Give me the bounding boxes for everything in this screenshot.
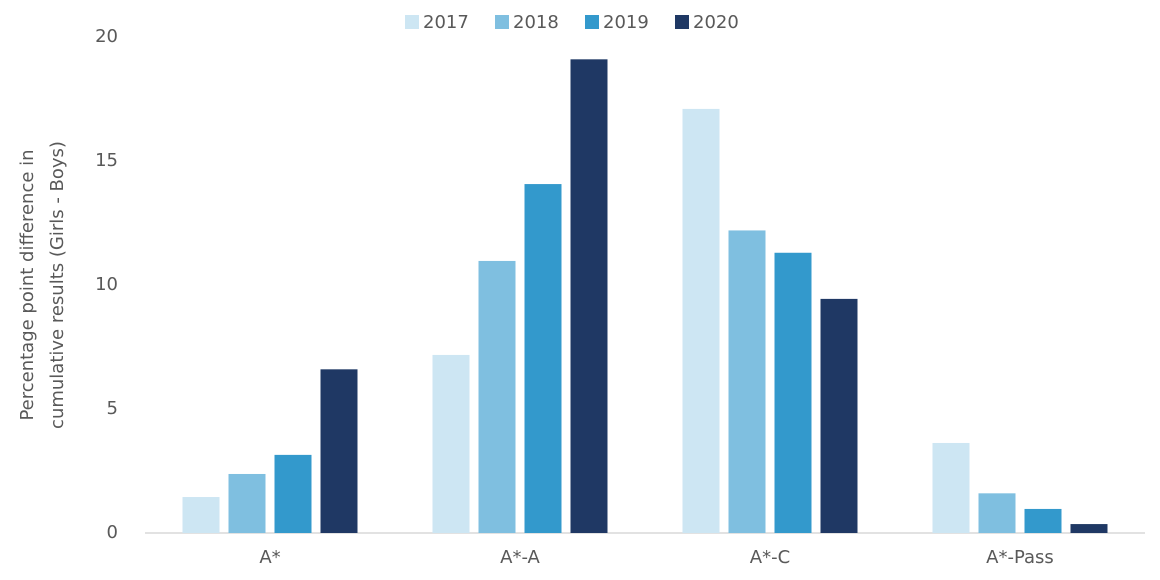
bar [774,252,812,533]
x-tick-label: A*-C [750,547,790,568]
bar [524,184,562,533]
bar [432,354,470,533]
bar [320,369,358,533]
bar [978,493,1016,533]
x-tick-label: A*-A [500,547,540,568]
y-axis-label: Percentage point difference in [17,149,38,420]
y-tick-label: 15 [95,150,118,171]
bar [570,59,608,533]
bar [1024,508,1062,533]
x-tick-label: A* [259,547,280,568]
bar [682,108,720,534]
legend-swatch [585,15,599,29]
legend-label: 2020 [693,12,739,33]
bar [274,454,312,533]
y-tick-label: 20 [95,26,118,47]
legend-swatch [495,15,509,29]
legend-swatch [675,15,689,29]
bar [932,442,970,533]
y-axis-label: cumulative results (Girls - Boys) [47,141,68,429]
y-tick-label: 5 [107,398,118,419]
y-tick-label: 0 [107,522,118,543]
legend-label: 2019 [603,12,649,33]
bar [478,260,516,533]
legend-label: 2018 [513,12,559,33]
x-tick-label: A*-Pass [986,547,1054,568]
bar [228,473,266,533]
y-tick-label: 10 [95,274,118,295]
bar [820,298,858,533]
bar [182,497,220,533]
bar [1070,524,1108,533]
bar [728,230,766,533]
legend-label: 2017 [423,12,469,33]
legend-swatch [405,15,419,29]
